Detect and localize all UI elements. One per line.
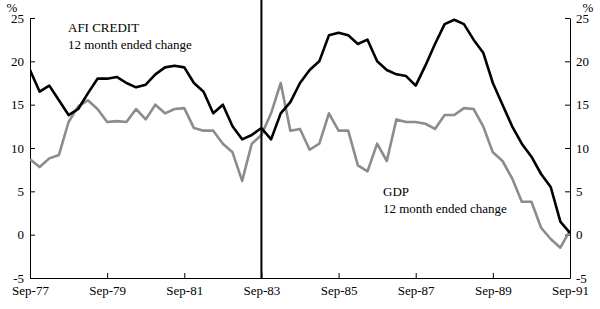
tick-label: Sep-81: [166, 283, 203, 298]
annotation: AFI CREDIT: [68, 20, 139, 35]
series-line: [30, 20, 570, 233]
tick-label: 0: [18, 227, 25, 242]
tick: Sep-91: [552, 273, 589, 298]
tick-mark: [30, 191, 35, 192]
unit-label-left: %: [7, 0, 18, 15]
tick-mark: [107, 273, 108, 278]
tick-label: 10: [11, 141, 24, 156]
tick-mark: [30, 61, 35, 62]
plot-area: [30, 20, 570, 248]
series-line: [30, 83, 570, 248]
y-axis-right: -50510152025: [565, 11, 589, 286]
tick: 15: [565, 97, 589, 112]
tick-mark: [184, 273, 185, 278]
tick: 0: [18, 227, 36, 242]
tick: 5: [18, 184, 36, 199]
tick-label: 15: [11, 97, 24, 112]
tick-label: 5: [18, 184, 25, 199]
tick-label: 20: [576, 54, 589, 69]
vertical-line: [260, 0, 262, 278]
tick-label: Sep-89: [475, 283, 512, 298]
tick-mark: [565, 105, 570, 106]
tick-mark: [30, 148, 35, 149]
tick-mark: [570, 273, 571, 278]
tick: 10: [11, 141, 35, 156]
tick-mark: [565, 61, 570, 62]
tick: Sep-77: [12, 273, 49, 298]
tick-mark: [565, 18, 570, 19]
tick: 20: [565, 54, 589, 69]
tick: 15: [11, 97, 35, 112]
tick: Sep-81: [166, 273, 203, 298]
tick-label: 0: [576, 227, 583, 242]
tick-label: Sep-83: [244, 283, 281, 298]
tick-label: 20: [11, 54, 24, 69]
tick: Sep-87: [398, 273, 435, 298]
unit-label-right: %: [583, 0, 594, 15]
tick-mark: [565, 148, 570, 149]
tick-label: 10: [576, 141, 589, 156]
annotation: 12 month ended change: [68, 37, 192, 52]
annotation: 12 month ended change: [383, 201, 507, 216]
tick-label: Sep-77: [12, 283, 49, 298]
tick-mark: [30, 18, 35, 19]
tick: 20: [11, 54, 35, 69]
tick-mark: [339, 273, 340, 278]
tick-label: 15: [576, 97, 589, 112]
tick-label: 5: [576, 184, 583, 199]
y-axis-left: -50510152025: [11, 11, 35, 286]
tick-label: Sep-79: [89, 283, 126, 298]
tick: Sep-85: [321, 273, 358, 298]
tick-mark: [493, 273, 494, 278]
tick-mark: [30, 235, 35, 236]
tick-label: Sep-85: [321, 283, 358, 298]
chart: -50510152025-50510152025Sep-77Sep-79Sep-…: [0, 0, 600, 309]
x-axis: Sep-77 Sep-79 Sep-81 Sep-83 Sep-85 Sep-87 Sep-…: [12, 273, 589, 298]
tick: Sep-89: [475, 273, 512, 298]
tick-label: Sep-87: [398, 283, 435, 298]
tick-mark: [416, 273, 417, 278]
x-axis-line: [31, 278, 571, 279]
annotation: GDP: [383, 184, 409, 199]
tick-mark: [565, 191, 570, 192]
tick-mark: [30, 105, 35, 106]
tick: 5: [565, 184, 583, 199]
tick-label: Sep-91: [552, 283, 589, 298]
y-axis-right-line: [570, 19, 571, 279]
tick: 10: [565, 141, 589, 156]
tick-mark: [30, 273, 31, 278]
tick: Sep-79: [89, 273, 126, 298]
